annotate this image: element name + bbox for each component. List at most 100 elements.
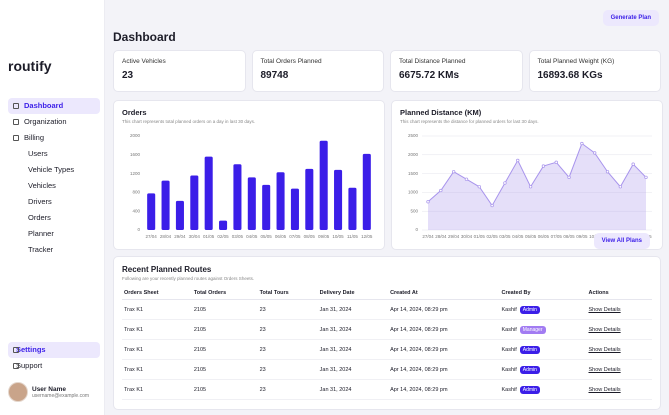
bar <box>233 164 242 230</box>
x-tick-label: 07/05 <box>289 234 301 239</box>
point <box>554 160 558 164</box>
show-details-link[interactable]: Show Details <box>588 326 621 333</box>
x-tick-label: 08/05 <box>304 234 316 239</box>
point <box>426 200 430 204</box>
show-details-link[interactable]: Show Details <box>588 366 621 373</box>
x-tick-label: 02/05 <box>486 234 498 239</box>
chart-plot: 0 500 1000 1500 2000 2500 27/04 28/04 29/04 30/04… <box>408 133 652 239</box>
column-header: Delivery Date <box>317 287 389 300</box>
nav-item[interactable]: Tracker <box>28 245 54 254</box>
view-all-plans-button[interactable]: View All Plans <box>593 233 650 249</box>
point <box>605 170 610 174</box>
cell: 23 <box>257 359 318 380</box>
bar <box>362 153 371 230</box>
table-title: Recent Planned Routes <box>122 265 212 274</box>
cell: 2105 <box>191 319 258 340</box>
user-block[interactable]: User Name username@example.com <box>8 382 89 402</box>
point <box>503 181 507 185</box>
cell: Jan 31, 2024 <box>317 359 389 380</box>
point <box>439 188 443 193</box>
x-tick-label: 30/04 <box>461 234 473 239</box>
x-tick-label: 30/04 <box>189 234 201 239</box>
x-tick-label: 03/05 <box>232 234 244 239</box>
point <box>593 151 597 155</box>
bar <box>348 187 357 230</box>
bar <box>190 175 199 230</box>
cell: Trax K1 <box>122 379 192 400</box>
cell: 2105 <box>191 359 258 380</box>
x-tick-label: 12/05 <box>361 234 373 239</box>
point <box>631 162 635 166</box>
table-body: Trax K1 2105 23 Jan 31, 2024 Apr 14, 2024, 0… <box>122 299 652 400</box>
chart-card: Planned Distance (KM) This chart represen… <box>391 100 663 250</box>
point <box>477 185 481 189</box>
x-tick-label: 04/05 <box>512 234 524 239</box>
bar <box>161 180 170 230</box>
nav-item[interactable]: Vehicle Types <box>28 165 75 174</box>
point <box>464 177 469 181</box>
actions-cell: Show Details <box>586 319 652 340</box>
show-details-link[interactable]: Show Details <box>588 386 621 393</box>
nav-item[interactable]: Users <box>28 149 48 158</box>
sidebar: routify Dashboard Organization Billing User… <box>0 0 105 415</box>
column-header: Created By <box>499 287 587 300</box>
stat-label: Total Planned Weight (KG) <box>537 58 615 65</box>
cell: 2105 <box>191 299 258 320</box>
y-tick-label: 1000 <box>408 190 419 195</box>
created-by-cell: Kashif Admin <box>499 379 587 400</box>
y-tick-label: 1200 <box>130 171 141 176</box>
cell: Apr 14, 2024, 08:29 pm <box>388 379 500 400</box>
bar <box>175 200 184 230</box>
cell: Apr 14, 2024, 08:29 pm <box>388 359 500 380</box>
table-row: Trax K1 2105 23 Jan 31, 2024 Apr 14, 2024, 0… <box>122 319 652 340</box>
created-by-cell: Kashif Admin <box>499 359 587 380</box>
x-tick-label: 02/05 <box>217 234 229 239</box>
cell: Jan 31, 2024 <box>317 379 389 400</box>
cell: 23 <box>257 339 318 360</box>
area <box>428 143 646 230</box>
nav-item[interactable]: Planner <box>28 229 54 238</box>
cell: Jan 31, 2024 <box>317 319 389 340</box>
nav-item[interactable]: Billing <box>8 130 100 146</box>
page-title: Dashboard <box>113 30 176 44</box>
footer-link[interactable]: Support <box>8 358 100 374</box>
cell: Apr 14, 2024, 08:29 pm <box>388 339 500 360</box>
y-tick-label: 0 <box>415 227 418 232</box>
nav-item[interactable]: Orders <box>28 213 51 222</box>
x-tick-label: 29/04 <box>174 234 186 239</box>
nav-item[interactable]: Organization <box>8 114 100 130</box>
bar <box>290 188 299 230</box>
x-tick-label: 28/04 <box>435 234 447 239</box>
table-row: Trax K1 2105 23 Jan 31, 2024 Apr 14, 2024, 0… <box>122 379 652 400</box>
cell: Jan 31, 2024 <box>317 299 389 320</box>
nav-item[interactable]: Drivers <box>28 197 52 206</box>
x-tick-label: 10/05 <box>332 234 344 239</box>
show-details-link[interactable]: Show Details <box>588 346 621 353</box>
cell: 2105 <box>191 339 258 360</box>
stat-label: Total Orders Planned <box>260 58 322 65</box>
x-tick-label: 27/04 <box>146 234 158 239</box>
x-tick-label: 01/05 <box>474 234 486 239</box>
created-by-cell: Kashif Admin <box>499 339 587 360</box>
point <box>451 170 456 174</box>
sidebar-footer: Settings Support <box>8 342 100 374</box>
nav-item[interactable]: Vehicles <box>28 181 56 190</box>
nav-item[interactable]: Dashboard <box>8 98 100 114</box>
point <box>618 185 623 189</box>
x-tick-label: 27/04 <box>422 234 434 239</box>
creator-name: Kashif <box>501 346 517 353</box>
created-by-cell: Kashif Admin <box>499 299 587 320</box>
actions-cell: Show Details <box>586 339 652 360</box>
generate-plan-button[interactable]: Generate Plan <box>602 10 659 26</box>
bar <box>276 172 285 230</box>
user-email: username@example.com <box>32 392 90 399</box>
show-details-link[interactable]: Show Details <box>588 306 621 313</box>
x-tick-label: 09/05 <box>318 234 330 239</box>
cell: Trax K1 <box>122 359 192 380</box>
creator-name: Kashif <box>501 386 517 393</box>
creator-name: Kashif <box>501 326 517 333</box>
user-name: User Name <box>32 385 66 393</box>
footer-link[interactable]: Settings <box>8 342 100 358</box>
x-tick-label: 03/05 <box>499 234 511 239</box>
point <box>567 175 571 180</box>
